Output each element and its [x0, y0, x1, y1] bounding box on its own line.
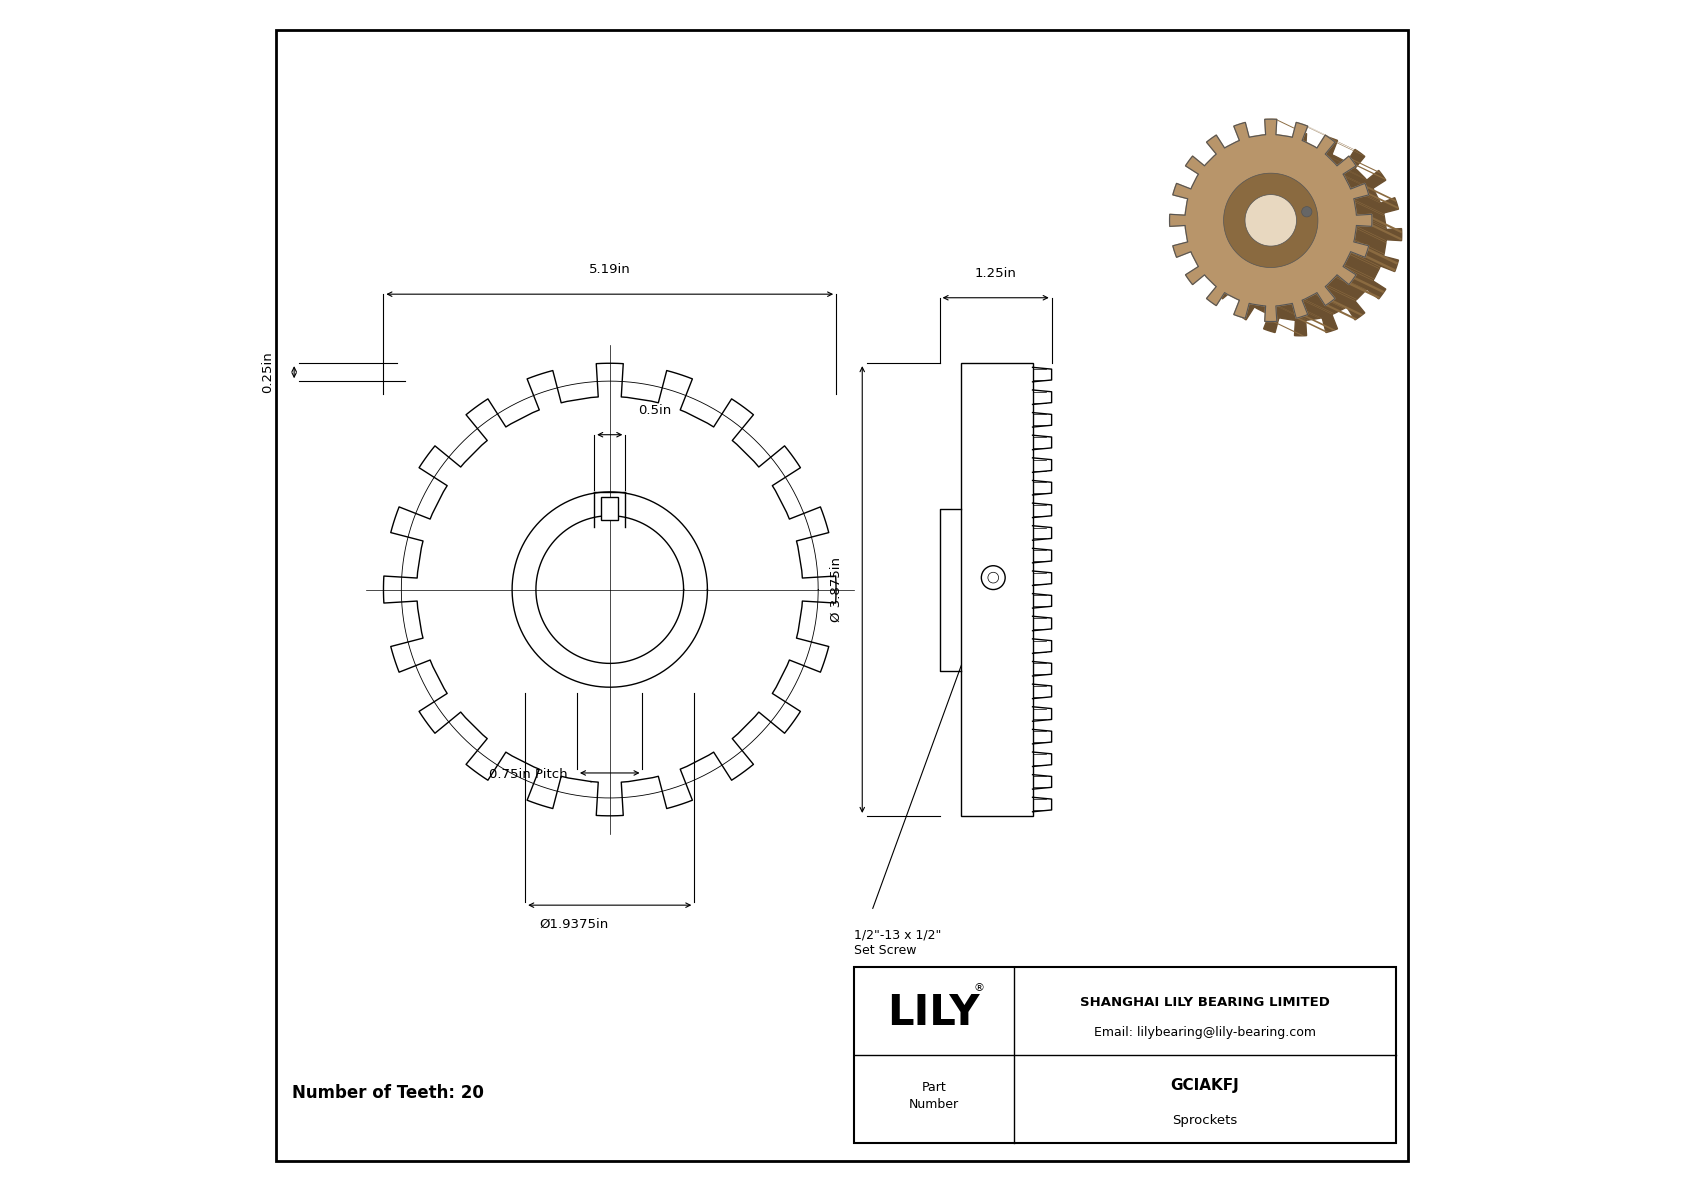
Polygon shape — [1290, 304, 1320, 318]
Polygon shape — [1344, 264, 1374, 279]
Polygon shape — [1327, 137, 1359, 152]
Polygon shape — [1335, 275, 1366, 291]
Polygon shape — [1344, 266, 1372, 281]
Polygon shape — [1317, 148, 1347, 162]
Polygon shape — [1278, 135, 1308, 149]
Text: GCIAKFJ: GCIAKFJ — [1170, 1078, 1239, 1092]
Polygon shape — [1354, 201, 1384, 217]
Polygon shape — [1366, 255, 1396, 272]
Polygon shape — [1367, 248, 1398, 264]
Polygon shape — [1335, 164, 1366, 179]
Text: 0.5in: 0.5in — [638, 404, 672, 417]
Polygon shape — [1325, 286, 1356, 301]
Polygon shape — [1297, 318, 1329, 332]
Polygon shape — [1344, 176, 1374, 192]
Text: Email: lilybearing@lily-bearing.com: Email: lilybearing@lily-bearing.com — [1095, 1025, 1315, 1039]
Polygon shape — [1271, 322, 1303, 336]
Polygon shape — [1354, 276, 1384, 293]
Text: Sprockets: Sprockets — [1172, 1114, 1238, 1127]
Text: LILY: LILY — [887, 992, 980, 1034]
Polygon shape — [1170, 119, 1372, 322]
Polygon shape — [1302, 300, 1332, 314]
Polygon shape — [1367, 193, 1398, 210]
Bar — [601, 497, 618, 520]
Text: ®: ® — [973, 984, 985, 993]
Text: SHANGHAI LILY BEARING LIMITED: SHANGHAI LILY BEARING LIMITED — [1079, 996, 1330, 1009]
Polygon shape — [1315, 293, 1346, 307]
Polygon shape — [1351, 252, 1381, 267]
Polygon shape — [1335, 276, 1366, 292]
Text: 5.19in: 5.19in — [589, 263, 630, 276]
Polygon shape — [1315, 146, 1346, 161]
Text: 1.25in: 1.25in — [975, 267, 1017, 280]
Polygon shape — [1305, 125, 1337, 141]
Polygon shape — [1356, 214, 1386, 230]
Polygon shape — [1290, 137, 1320, 151]
Polygon shape — [1325, 155, 1356, 169]
Polygon shape — [1199, 133, 1401, 336]
Polygon shape — [1298, 123, 1330, 138]
Polygon shape — [1327, 156, 1357, 170]
Text: Part
Number: Part Number — [909, 1080, 958, 1111]
Polygon shape — [1356, 213, 1386, 227]
Polygon shape — [1244, 194, 1297, 247]
Polygon shape — [1354, 199, 1384, 214]
Text: Ø 3.875in: Ø 3.875in — [830, 557, 842, 622]
Polygon shape — [1278, 306, 1308, 320]
Polygon shape — [1303, 141, 1334, 155]
Polygon shape — [1349, 187, 1379, 201]
Polygon shape — [1334, 141, 1364, 156]
Polygon shape — [1349, 282, 1381, 299]
Polygon shape — [1292, 304, 1322, 318]
Polygon shape — [1366, 186, 1396, 202]
Polygon shape — [1325, 304, 1357, 320]
Polygon shape — [1356, 226, 1386, 241]
Text: Ø1.9375in: Ø1.9375in — [539, 918, 608, 930]
Polygon shape — [1327, 285, 1357, 300]
Polygon shape — [1303, 299, 1334, 313]
Polygon shape — [1356, 227, 1386, 243]
Polygon shape — [1351, 158, 1381, 174]
Polygon shape — [1372, 217, 1401, 233]
Polygon shape — [1354, 164, 1386, 180]
Circle shape — [1302, 206, 1312, 217]
Text: Number of Teeth: 20: Number of Teeth: 20 — [291, 1084, 483, 1103]
Polygon shape — [1354, 239, 1384, 255]
Text: 0.75in Pitch: 0.75in Pitch — [488, 768, 568, 780]
Polygon shape — [1344, 175, 1374, 189]
Polygon shape — [1354, 242, 1384, 256]
Bar — [962, 363, 1032, 816]
Polygon shape — [1332, 300, 1362, 316]
Polygon shape — [1314, 294, 1344, 308]
Polygon shape — [1276, 306, 1307, 320]
Polygon shape — [1305, 142, 1335, 156]
Polygon shape — [1275, 119, 1307, 133]
Polygon shape — [1351, 188, 1381, 204]
Bar — [854, 967, 1396, 1143]
Polygon shape — [1337, 166, 1367, 180]
Polygon shape — [1303, 316, 1335, 330]
Polygon shape — [1349, 254, 1379, 269]
Text: 1/2"-13 x 1/2"
Set Screw: 1/2"-13 x 1/2" Set Screw — [854, 929, 941, 958]
Polygon shape — [1276, 135, 1307, 149]
Polygon shape — [1292, 137, 1322, 151]
Polygon shape — [1224, 173, 1319, 268]
Text: 0.25in: 0.25in — [261, 351, 274, 393]
Polygon shape — [1372, 224, 1401, 241]
